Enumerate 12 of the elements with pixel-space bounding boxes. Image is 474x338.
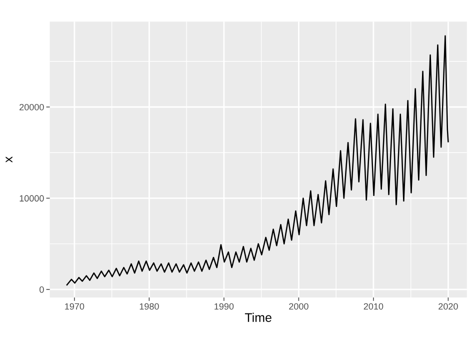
x-tick-label: 1980 (140, 303, 159, 310)
x-tick-label: 2020 (438, 303, 458, 310)
x-tick-label: 2010 (364, 303, 384, 310)
y-axis-title: x (6, 156, 12, 163)
x-axis-title: Time (244, 312, 272, 322)
y-tick-label: 0 (40, 286, 44, 293)
x-tick-label: 1970 (65, 303, 84, 310)
y-tick-label: 20000 (20, 104, 44, 110)
x-tick-label: 2000 (289, 303, 308, 310)
y-tick-label: 10000 (20, 195, 44, 202)
line-series (66, 35, 449, 286)
x-tick-label: 1990 (214, 303, 234, 310)
